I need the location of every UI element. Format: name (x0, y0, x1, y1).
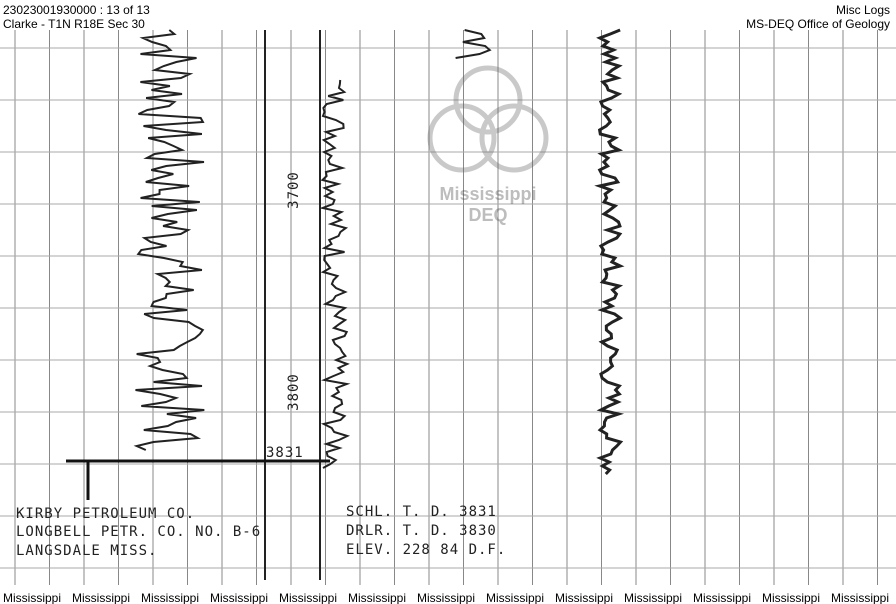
curves (133, 28, 625, 476)
grid (0, 30, 896, 585)
footer-label: Mississippi (555, 591, 613, 604)
td-label: 3831 (266, 445, 304, 461)
well-info: LONGBELL PETR. CO. NO. B-6 (16, 524, 261, 540)
footer-label: Mississippi (831, 591, 889, 604)
log-curve (455, 29, 492, 59)
log-curve (594, 28, 625, 476)
footer: Mississippi Mississippi Mississippi Mississ… (3, 591, 889, 604)
well-info: KIRBY PETROLEUM CO. (16, 506, 195, 522)
footer-label: Mississippi (762, 591, 820, 604)
header-right-1: Misc Logs (836, 3, 890, 17)
footer-label: Mississippi (210, 591, 268, 604)
depth-label: 3800 (286, 373, 302, 411)
watermark-text: DEQ (468, 205, 507, 225)
footer-label: Mississippi (3, 591, 61, 604)
footer-label: Mississippi (348, 591, 406, 604)
footer-label: Mississippi (141, 591, 199, 604)
header-left-1: 23023001930000 : 13 of 13 (3, 3, 150, 17)
watermark: Mississippi DEQ (427, 65, 549, 225)
footer-label: Mississippi (486, 591, 544, 604)
footer-label: Mississippi (72, 591, 130, 604)
footer-label: Mississippi (279, 591, 337, 604)
watermark-text: Mississippi (439, 184, 536, 204)
well-info: LANGSDALE MISS. (16, 543, 157, 559)
footer-label: Mississippi (624, 591, 682, 604)
header-left-2: Clarke - T1N R18E Sec 30 (3, 17, 145, 31)
footer-label: Mississippi (693, 591, 751, 604)
header-right-2: MS-DEQ Office of Geology (746, 17, 890, 31)
depth-info: DRLR. T. D. 3830 (346, 523, 497, 539)
log-curve (133, 29, 205, 451)
depth-info: SCHL. T. D. 3831 (346, 504, 497, 520)
depth-label: 3700 (286, 171, 302, 209)
log-curve (319, 79, 351, 469)
depth-info: ELEV. 228 84 D.F. (346, 542, 506, 558)
footer-label: Mississippi (417, 591, 475, 604)
